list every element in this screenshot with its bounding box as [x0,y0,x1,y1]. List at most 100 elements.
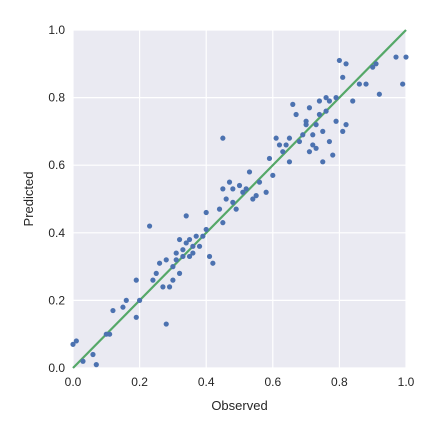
y-tick-label: 0.8 [48,91,65,105]
data-point [146,223,153,229]
data-point [223,196,229,202]
data-point [150,277,156,283]
data-point [350,98,356,104]
data-point [73,338,79,344]
data-point [293,111,299,118]
data-point [343,61,349,67]
data-point [190,243,196,249]
data-point [230,199,236,205]
x-tick-label: 0.8 [331,375,348,389]
x-tick-label: 0.0 [65,375,82,389]
data-point [263,189,269,195]
data-point [340,128,346,134]
data-point [203,226,209,233]
data-point [186,236,193,243]
y-tick-label: 0.4 [48,226,65,240]
data-point [266,155,273,162]
data-point [283,142,289,148]
data-point [153,270,159,276]
data-point [240,189,246,195]
data-point [163,257,169,263]
data-point [93,362,99,368]
data-point [403,54,409,60]
data-point [270,172,276,178]
reference-line [72,29,407,369]
data-point [330,152,336,158]
y-tick-label: 0.0 [48,361,65,375]
data-point [376,91,382,97]
data-point [326,98,333,104]
data-point [300,132,306,138]
data-points [70,54,409,368]
data-point [120,304,126,310]
data-point [236,182,243,189]
data-point [343,122,349,128]
data-point [133,277,139,283]
x-tick-label: 0.4 [198,375,215,389]
data-point [170,277,176,283]
data-point [320,159,326,165]
data-point [290,101,296,107]
data-point [356,81,362,87]
reference-line-group [72,29,407,369]
data-point [193,233,199,239]
y-axis-ticks: 0.0 0.2 0.4 0.6 0.8 1.0 [48,23,65,375]
data-point [230,186,236,192]
x-tick-label: 0.2 [131,375,148,389]
data-point [180,247,186,253]
x-tick-label: 0.6 [264,375,281,389]
data-point [196,243,203,249]
data-point [210,260,216,266]
data-point [216,206,223,212]
data-point [156,260,163,266]
data-point [256,179,263,185]
data-point [340,74,346,80]
data-point [243,186,249,192]
data-point [323,95,329,101]
data-point [176,270,183,276]
data-point [70,341,76,347]
data-point [226,179,233,185]
data-point [163,321,169,327]
data-point [253,193,259,199]
x-axis-ticks: 0.0 0.2 0.4 0.6 0.8 1.0 [65,375,415,389]
data-point [133,314,139,320]
data-point [220,135,226,141]
data-point [333,118,339,124]
data-point [313,145,319,151]
data-point [80,358,86,364]
data-point [303,118,309,124]
y-tick-label: 0.6 [48,158,65,172]
data-point [336,57,342,64]
data-point [183,213,189,219]
data-point [310,142,316,148]
data-point [206,253,213,260]
data-point [273,135,279,141]
data-point [250,196,256,202]
y-tick-label: 1.0 [48,23,65,37]
data-point [373,61,379,67]
data-point [320,128,326,134]
data-point [296,138,303,145]
data-point [180,253,186,260]
data-point [176,236,183,243]
data-point [363,81,369,87]
data-point [370,64,376,70]
data-point [316,111,323,118]
data-point [323,108,329,114]
x-axis-label: Observed [211,398,267,413]
data-point [173,257,179,263]
data-point [183,240,189,246]
data-point [333,95,339,101]
data-point [110,307,116,314]
data-point [233,206,239,212]
data-point [280,149,286,155]
data-point [306,149,313,155]
data-point [90,351,96,358]
data-point [393,54,399,60]
data-point [186,253,193,260]
data-point [173,250,179,256]
data-point [286,135,293,141]
data-point [107,331,113,337]
